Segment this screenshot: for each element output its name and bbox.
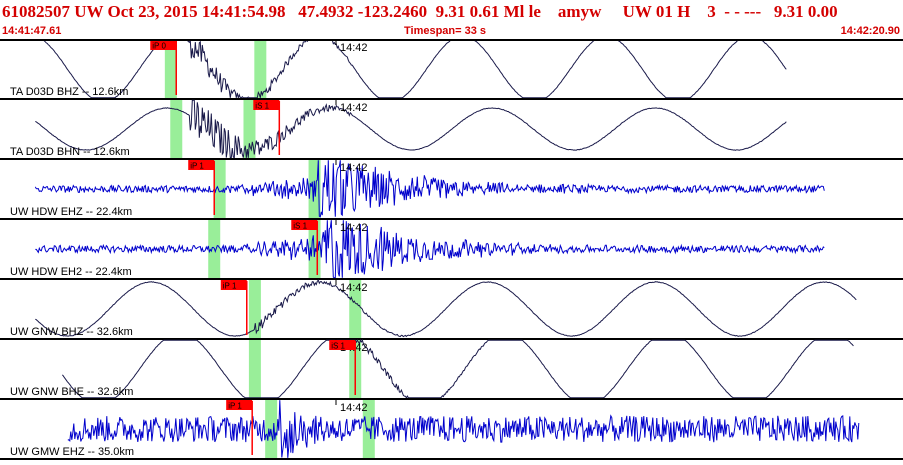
channel-label: TA D03D BHZ -- 12.6km bbox=[10, 86, 128, 98]
pick-window-band bbox=[349, 280, 362, 338]
minute-tick-label: 14:42 bbox=[340, 162, 368, 174]
pick-window-band bbox=[170, 100, 183, 158]
pick-window-band bbox=[248, 340, 261, 398]
channel-label: UW GNW BHZ -- 32.6km bbox=[10, 326, 133, 338]
phase-pick-label: iP 1 bbox=[228, 402, 242, 411]
timespan-label: Timespan= 33 s bbox=[404, 25, 487, 37]
pick-window-band bbox=[213, 160, 226, 218]
minute-tick-label: 14:42 bbox=[340, 282, 368, 294]
waveform-trace bbox=[62, 338, 854, 399]
channel-row[interactable]: 14:42 iP 0 TA D03D BHZ -- 12.6km bbox=[0, 39, 903, 100]
event-header: 61082507 UW Oct 23, 2015 14:41:54.98 47.… bbox=[0, 0, 903, 42]
phase-pick-flag[interactable] bbox=[188, 160, 215, 170]
phase-pick-label: iS 1 bbox=[255, 102, 269, 111]
phase-pick-flag[interactable] bbox=[253, 100, 280, 110]
waveform-trace bbox=[35, 220, 825, 279]
pick-window-band bbox=[164, 40, 177, 98]
phase-pick-flag[interactable] bbox=[291, 220, 318, 230]
phase-pick-flag[interactable] bbox=[226, 400, 253, 410]
seismogram-panel[interactable]: 14:42 iP 0 TA D03D BHZ -- 12.6km 14:42 iS 1 T… bbox=[0, 39, 903, 460]
channel-label: UW GNW BHE -- 32.6km bbox=[10, 386, 133, 398]
pick-window-band bbox=[248, 280, 261, 338]
phase-pick-label: iS 1 bbox=[331, 342, 345, 351]
pick-window-band bbox=[254, 40, 267, 98]
minute-tick-label: 14:42 bbox=[340, 402, 368, 414]
phase-pick-flag[interactable] bbox=[329, 340, 356, 350]
waveform-trace bbox=[35, 99, 787, 159]
channel-row[interactable]: 14:42 iP 1 UW GMW EHZ -- 35.0km bbox=[0, 399, 903, 460]
minute-tick-label: 14:42 bbox=[340, 102, 368, 114]
phase-pick-label: iS 1 bbox=[293, 222, 307, 231]
channel-label: UW HDW EH2 -- 22.4km bbox=[10, 266, 132, 278]
end-time-label: 14:42:20.90 bbox=[840, 25, 900, 37]
seismogram-canvas[interactable]: 14:42 iP 0 TA D03D BHZ -- 12.6km 14:42 iS 1 T… bbox=[0, 39, 903, 460]
phase-pick-flag[interactable] bbox=[220, 280, 247, 290]
waveform-trace bbox=[34, 160, 825, 218]
channel-label: UW GMW EHZ -- 35.0km bbox=[10, 446, 134, 458]
phase-pick-label: iP 1 bbox=[223, 282, 237, 291]
phase-pick-label: iP 0 bbox=[152, 42, 166, 51]
pick-window-band bbox=[362, 400, 375, 458]
event-summary-title: 61082507 UW Oct 23, 2015 14:41:54.98 47.… bbox=[2, 2, 838, 21]
channel-label: UW HDW EHZ -- 22.4km bbox=[10, 206, 132, 218]
phase-pick-label: iP 1 bbox=[190, 162, 204, 171]
minute-tick-label: 14:42 bbox=[340, 222, 368, 234]
start-time-label: 14:41:47.61 bbox=[2, 25, 62, 37]
waveform-trace bbox=[67, 400, 860, 458]
channel-label: TA D03D BHN -- 12.6km bbox=[10, 146, 130, 158]
channel-row[interactable]: 14:42 iP 1 UW HDW EHZ -- 22.4km bbox=[0, 159, 903, 220]
minute-tick-label: 14:42 bbox=[340, 42, 368, 54]
channel-row[interactable]: 14:42 iS 1 TA D03D BHN -- 12.6km bbox=[0, 99, 903, 160]
phase-pick-flag[interactable] bbox=[150, 40, 177, 50]
waveform-trace bbox=[35, 279, 857, 338]
channel-row[interactable]: 14:42 iP 1 UW GNW BHZ -- 32.6km bbox=[0, 279, 903, 340]
channel-row[interactable]: 14:42 iS 1 UW HDW EH2 -- 22.4km bbox=[0, 219, 903, 280]
waveform-trace bbox=[35, 39, 787, 100]
